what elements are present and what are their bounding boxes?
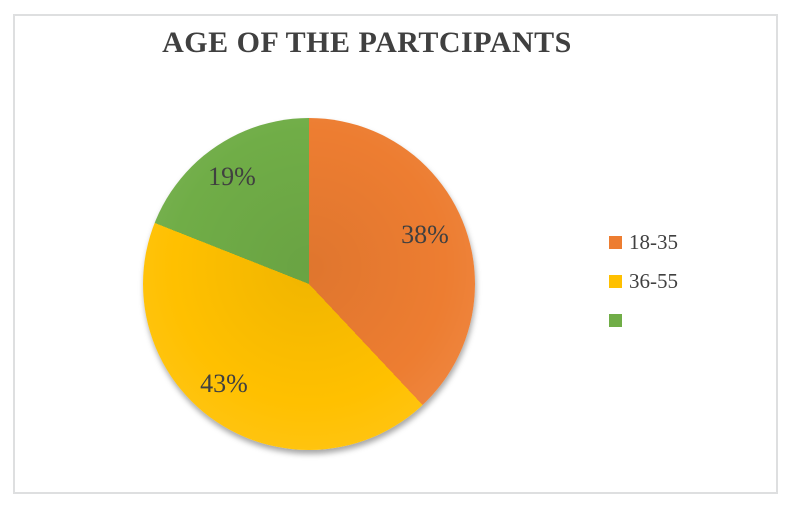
pie-chart — [143, 118, 475, 450]
chart-title: AGE OF THE PARTCIPANTS — [162, 26, 572, 59]
legend-marker — [609, 236, 622, 249]
legend-marker — [609, 275, 622, 288]
legend-item: 36-55 — [609, 262, 678, 301]
data-label-slice-18-35: 38% — [401, 220, 449, 249]
chart-frame: AGE OF THE PARTCIPANTS 38% 43% 19% 18-35… — [13, 14, 778, 494]
legend-marker — [609, 314, 622, 327]
legend-item — [609, 301, 678, 340]
legend-label: 18-35 — [629, 230, 678, 254]
legend-item: 18-35 — [609, 223, 678, 262]
legend: 18-35 36-55 — [609, 223, 678, 340]
data-label-slice-green: 19% — [208, 162, 256, 191]
data-label-slice-36-55: 43% — [200, 369, 248, 398]
legend-label: 36-55 — [629, 269, 678, 293]
